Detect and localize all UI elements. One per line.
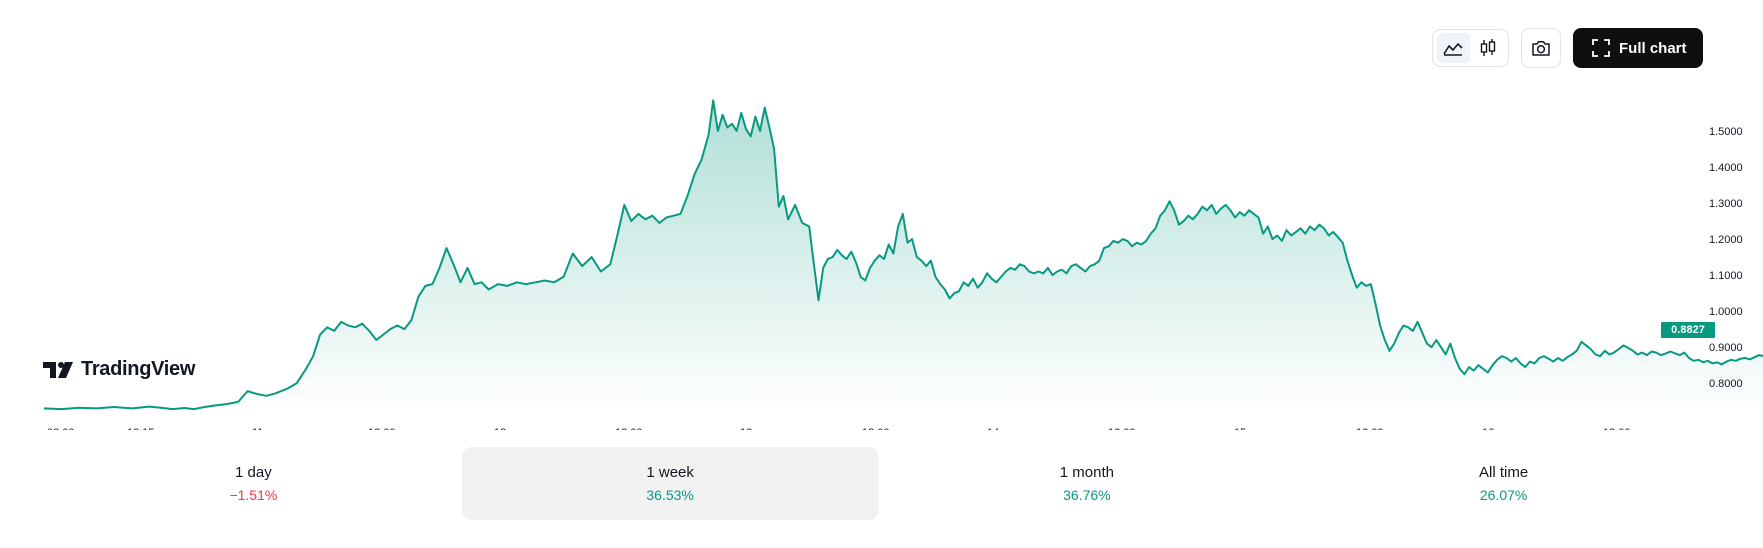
period-1-month[interactable]: 1 month 36.76% — [879, 447, 1296, 520]
full-chart-label: Full chart — [1619, 39, 1687, 57]
y-tick-label: 0.9000 — [1709, 342, 1743, 354]
full-chart-button[interactable]: Full chart — [1573, 28, 1703, 68]
x-tick-label: 12:00 — [368, 427, 396, 430]
tradingview-brand[interactable]: TradingView — [43, 358, 195, 381]
x-tick-label: 14 — [987, 427, 999, 430]
period-label: 1 day — [235, 464, 272, 481]
area-style-button[interactable] — [1436, 33, 1470, 63]
y-tick-label: 1.1000 — [1709, 270, 1743, 282]
candles-style-button[interactable] — [1471, 33, 1504, 63]
x-tick-label: 16 — [1482, 427, 1494, 430]
x-axis: 03:00 12:15 11 12:00 12 12:00 13 12:00 14 12:00 15… — [47, 427, 1631, 430]
y-tick-label: 1.4000 — [1709, 162, 1743, 174]
period-all-time[interactable]: All time 26.07% — [1295, 447, 1712, 520]
price-chart[interactable]: 1.5000 1.4000 1.3000 1.2000 1.1000 1.0000 0.90… — [0, 0, 1763, 430]
x-tick-label: 12:00 — [615, 427, 643, 430]
period-change: 26.07% — [1479, 487, 1528, 503]
camera-icon — [1532, 41, 1550, 56]
period-change: 36.76% — [1063, 487, 1111, 503]
period-label: 1 week — [646, 464, 694, 481]
x-tick-label: 12:15 — [127, 427, 155, 430]
period-label: All time — [1479, 464, 1529, 481]
period-1-day[interactable]: 1 day −1.51% — [45, 447, 462, 520]
y-tick-label: 1.2000 — [1709, 234, 1743, 246]
x-tick-label: 12:00 — [1108, 427, 1136, 430]
chart-toolbar: Full chart — [1432, 28, 1703, 68]
y-axis: 1.5000 1.4000 1.3000 1.2000 1.1000 1.0000 0.90… — [1709, 126, 1743, 390]
x-tick-label: 13 — [740, 427, 752, 430]
y-tick-label: 1.5000 — [1709, 126, 1743, 138]
area-fill-layer — [43, 99, 1763, 412]
area-chart-icon — [1443, 43, 1463, 56]
candlestick-icon — [1480, 39, 1495, 56]
chart-style-group — [1432, 29, 1509, 67]
x-tick-label: 12:00 — [1603, 427, 1631, 430]
period-1-week[interactable]: 1 week 36.53% — [461, 447, 879, 520]
x-tick-label: 03:00 — [47, 427, 75, 430]
period-change: 36.53% — [646, 487, 694, 503]
period-selector: 1 day −1.51% 1 week 36.53% 1 month 36.76… — [45, 447, 1712, 520]
brand-name: TradingView — [81, 358, 196, 380]
period-label: 1 month — [1059, 464, 1114, 481]
price-line — [43, 99, 1763, 411]
y-tick-label: 0.8000 — [1709, 378, 1743, 390]
x-tick-label: 12:00 — [1356, 427, 1384, 430]
y-tick-label: 1.3000 — [1709, 198, 1743, 210]
price-area-fill — [44, 100, 1763, 412]
x-tick-label: 12:00 — [862, 427, 890, 430]
fullscreen-icon — [1592, 39, 1610, 57]
tradingview-logo-icon — [43, 361, 73, 378]
period-change: −1.51% — [229, 487, 278, 503]
y-tick-label: 1.0000 — [1709, 306, 1743, 318]
last-price-badge: 0.8827 — [1661, 322, 1715, 338]
x-tick-label: 11 — [252, 427, 263, 430]
x-tick-label: 15 — [1234, 427, 1246, 430]
screenshot-button[interactable] — [1521, 28, 1561, 68]
x-tick-label: 12 — [494, 427, 506, 430]
